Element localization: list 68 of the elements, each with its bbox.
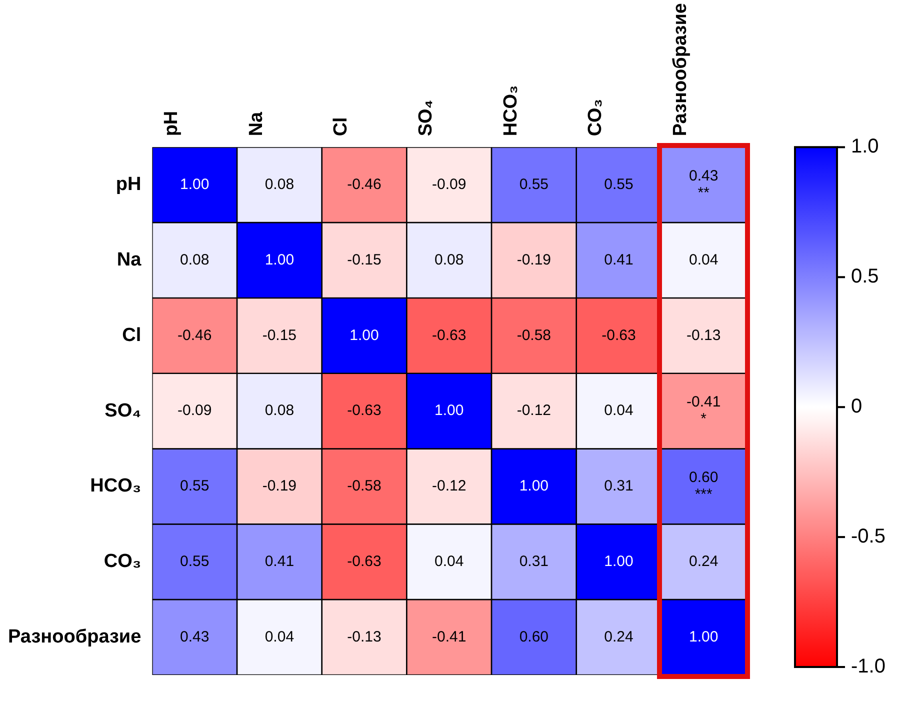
color-bar-label: 0.5 <box>851 266 879 288</box>
color-bar-label: 0 <box>851 396 862 418</box>
data-label: -0.09 <box>432 176 466 194</box>
data-label: 0.08 <box>264 402 294 420</box>
data-label: 0.55 <box>519 176 549 194</box>
data-label: 0.60 <box>519 628 549 646</box>
color-bar-label: -0.5 <box>851 526 886 548</box>
data-label: 0.08 <box>180 251 210 268</box>
data-label: -0.58 <box>516 326 552 344</box>
data-label: 0.55 <box>180 553 210 570</box>
data-label: 0.08 <box>264 176 294 194</box>
y-tick-label: HCO₃ <box>90 476 142 497</box>
data-label: -0.41 <box>432 628 466 646</box>
data-label: 0.41 <box>264 553 294 570</box>
data-label: -0.46 <box>178 326 212 344</box>
x-tick-label: Разнообразие <box>670 3 692 136</box>
y-tick-label: CO₃ <box>104 551 142 572</box>
data-label: 0.55 <box>180 478 210 495</box>
data-label: 0.43 ** <box>688 168 718 202</box>
x-tick-label: pH <box>161 110 182 136</box>
y-tick-label: pH <box>116 174 142 196</box>
data-label: -0.15 <box>262 326 297 344</box>
x-tick-label: SO₄ <box>416 100 437 136</box>
color-bar-label: -1.0 <box>851 656 886 678</box>
y-tick-label: Cl <box>122 324 142 346</box>
y-tick-label: Разнообразие <box>8 626 142 648</box>
data-label: -0.46 <box>347 176 382 194</box>
data-label: 0.04 <box>604 402 634 420</box>
x-tick-label: CO₃ <box>585 98 606 136</box>
data-label: 1.00 <box>688 628 718 646</box>
y-tick-label: Na <box>116 250 142 271</box>
data-label: -0.12 <box>516 402 552 420</box>
data-label: 0.55 <box>604 176 634 194</box>
data-label: 1.00 <box>519 478 549 495</box>
x-tick-label: HCO₃ <box>500 85 522 136</box>
data-label: -0.13 <box>347 628 382 646</box>
data-label: -0.58 <box>347 478 382 495</box>
data-label: 0.60 *** <box>688 469 718 504</box>
data-label: -0.63 <box>347 402 382 420</box>
data-label: 1.00 <box>180 176 210 194</box>
data-label: 1.00 <box>350 326 379 344</box>
data-label: 0.24 <box>688 553 718 570</box>
color-bar-label: 1.0 <box>851 136 879 158</box>
data-label: 1.00 <box>604 553 634 570</box>
data-label: 0.08 <box>434 251 464 268</box>
data-label: 0.31 <box>519 553 549 570</box>
data-label: 1.00 <box>264 251 294 268</box>
data-label: 0.04 <box>688 251 718 268</box>
x-tick-label: Na <box>246 111 267 136</box>
data-label: 0.31 <box>604 478 634 495</box>
data-label: -0.63 <box>602 326 636 344</box>
data-label: -0.19 <box>262 478 297 495</box>
data-label: -0.19 <box>516 251 552 268</box>
data-label: 0.41 <box>604 251 634 268</box>
data-label: 0.43 <box>180 628 210 646</box>
data-label: 1.00 <box>434 402 464 420</box>
data-label: 0.24 <box>604 628 634 646</box>
data-label: -0.63 <box>347 553 382 570</box>
data-label: -0.63 <box>432 326 466 344</box>
data-label: 0.04 <box>434 553 464 570</box>
data-label: -0.09 <box>178 402 212 420</box>
data-label: -0.13 <box>686 326 721 344</box>
data-label: -0.41 * <box>686 394 721 428</box>
x-tick-label: Cl <box>330 117 352 136</box>
data-label: -0.15 <box>347 251 382 268</box>
data-label: -0.12 <box>432 478 466 495</box>
y-tick-label: SO₄ <box>104 400 142 422</box>
data-label: 0.04 <box>264 628 294 646</box>
